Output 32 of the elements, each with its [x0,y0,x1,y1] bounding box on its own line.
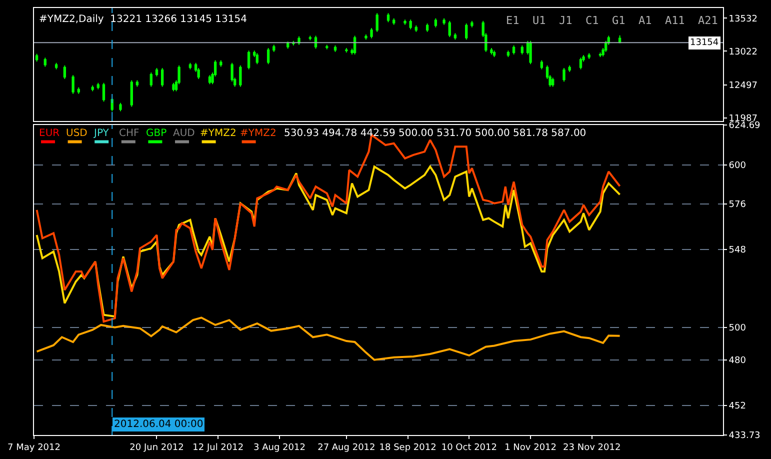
ref-line-label: 2012.06.04 00:00 [114,419,204,430]
y-tick-label: 500 [728,324,746,334]
legend-label: JPY [93,128,110,139]
x-tick-label: 20 Jun 2012 [130,442,184,453]
x-tick-label: 10 Oct 2012 [441,442,497,453]
y-tick-label: 576 [728,200,746,210]
legend-label: GBP [146,128,167,139]
y-tick-label: 13022 [728,47,758,58]
x-tick-label: 27 Aug 2012 [318,442,376,453]
y-tick-label: 13532 [728,14,758,24]
y-tick-label: 548 [728,246,746,256]
y-tick-label: 600 [728,161,746,172]
x-tick-label: 12 Jul 2012 [192,442,244,453]
x-tick-label: 7 May 2012 [8,442,60,453]
y-tick-label: 433.73 [728,431,760,442]
y-tick-label: 12497 [728,81,758,92]
text: #YMZ2 [200,128,236,139]
x-tick-label: 18 Sep 2012 [379,442,436,453]
legend-label: CHF [119,128,140,139]
text: USD [66,128,88,139]
legend-label: AUD [173,128,196,139]
text: #YMZ2,Daily 13221 13266 13145 13154 [39,14,247,25]
legend-label: EUR [39,128,60,139]
x-tick-label: 1 Nov 2012 [504,442,556,453]
text: #YMZ2 [240,128,276,139]
y-tick-label: 480 [728,356,746,366]
ref-line-label: 13154 [690,38,719,48]
y-tick-label: 452 [728,401,746,412]
x-tick-label: 23 Nov 2012 [563,442,621,453]
annotation: 530.93 494.78 442.59 500.00 531.70 500.00 581.78 587.00 [284,128,586,139]
annotation: E1 U1 J1 C1 G1 A1 A11 A21 [506,14,718,27]
x-tick-label: 3 Aug 2012 [254,442,306,453]
